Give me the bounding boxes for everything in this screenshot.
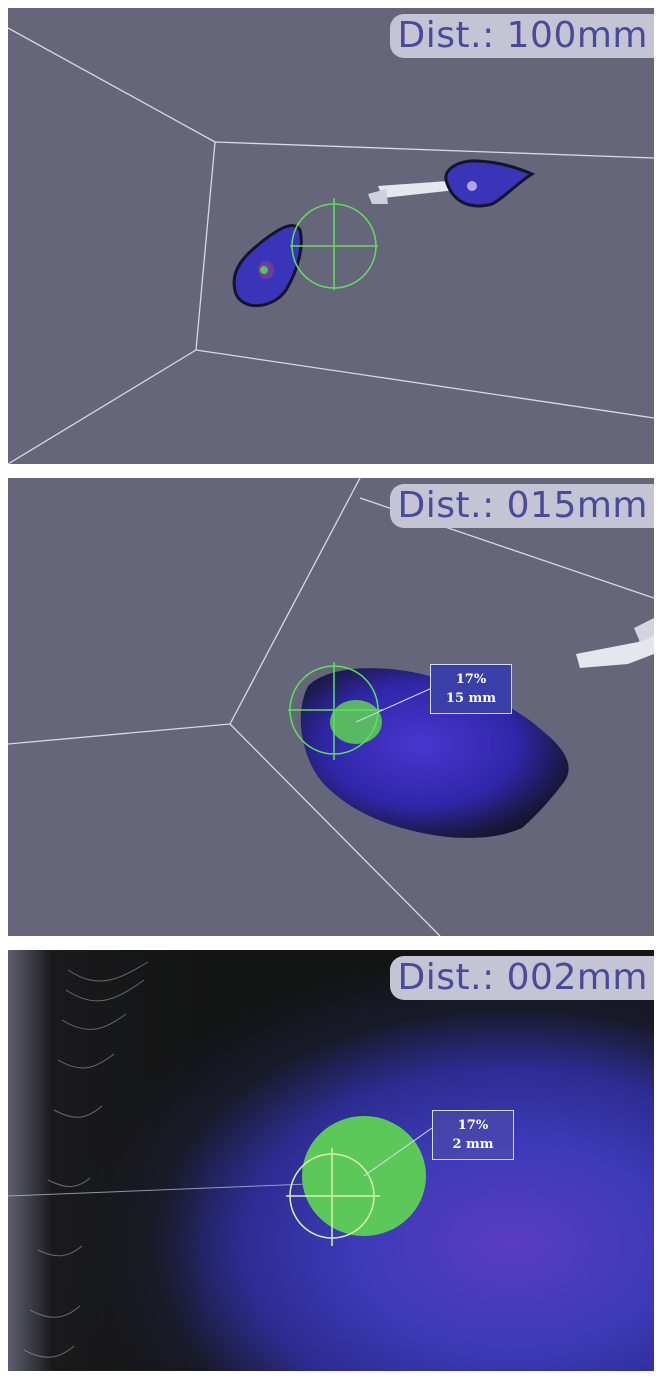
- readout-percent: 17%: [457, 1118, 489, 1133]
- readout-distance: 15 mm: [445, 691, 497, 706]
- cursor-crosshair: [286, 1148, 380, 1246]
- cursor-crosshair: [290, 198, 378, 290]
- view-panel-mid: Dist.: 015mm 17% 15 mm: [8, 478, 654, 936]
- readout-percent: 17%: [455, 672, 487, 687]
- cursor-crosshair: [288, 662, 382, 760]
- distance-readout: 17% 15 mm: [430, 664, 512, 714]
- scene-3d-far: [8, 8, 654, 464]
- view-panel-far: Dist.: 100mm: [8, 8, 654, 464]
- distance-readout: 17% 2 mm: [432, 1110, 514, 1160]
- scene-3d-mid: [8, 478, 654, 936]
- instrument-icon: [576, 618, 654, 668]
- target-blob-left: [232, 224, 303, 308]
- distance-label: Dist.: 002mm: [389, 956, 654, 1000]
- distance-label: Dist.: 015mm: [389, 484, 654, 528]
- target-blob-right: [444, 159, 536, 208]
- readout-distance: 2 mm: [452, 1137, 494, 1152]
- distance-label: Dist.: 100mm: [389, 14, 654, 58]
- view-panel-near: Dist.: 002mm 17% 2 mm: [8, 950, 654, 1371]
- readout-leader: [363, 1127, 433, 1177]
- instrument-icon: [368, 181, 456, 204]
- scene-3d-near: [8, 950, 654, 1371]
- readout-leader: [355, 687, 433, 723]
